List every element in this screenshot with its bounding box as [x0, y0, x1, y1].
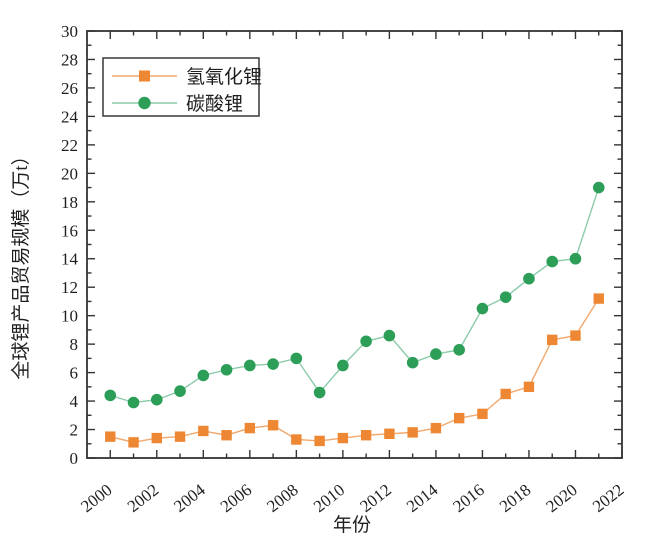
data-point-circle — [499, 291, 512, 303]
data-point-square — [477, 408, 488, 420]
data-point-circle — [406, 356, 419, 369]
data-point-circle — [453, 344, 465, 356]
svg-text:2002: 2002 — [124, 480, 162, 516]
data-point-square — [221, 430, 232, 441]
series-lithium-carbonate — [104, 181, 605, 409]
data-point-square — [174, 431, 186, 442]
svg-text:2004: 2004 — [170, 480, 209, 516]
svg-text:0: 0 — [70, 449, 79, 468]
series-line — [110, 187, 600, 404]
series-line — [110, 298, 600, 444]
data-point-square — [151, 432, 162, 444]
svg-text:30: 30 — [61, 22, 78, 41]
data-point-circle — [313, 386, 326, 399]
svg-text:2006: 2006 — [217, 480, 255, 516]
svg-text:8: 8 — [70, 335, 79, 354]
legend: 氢氧化锂 碳酸锂 — [102, 57, 262, 117]
data-point-circle — [430, 348, 442, 360]
svg-text:24: 24 — [61, 107, 79, 126]
data-point-square — [523, 381, 535, 393]
legend-box — [102, 57, 260, 117]
data-point-square — [453, 412, 465, 424]
data-point-square — [360, 430, 372, 441]
data-point-square — [570, 330, 581, 341]
data-point-circle — [267, 358, 279, 370]
legend-item-lithium-carbonate: 碳酸锂 — [112, 93, 243, 115]
data-point-square — [291, 434, 302, 445]
data-point-circle — [546, 255, 559, 268]
data-point-square — [267, 420, 279, 431]
svg-text:2018: 2018 — [496, 480, 534, 516]
data-point-square — [384, 428, 395, 440]
data-point-circle — [360, 335, 372, 348]
svg-text:2008: 2008 — [263, 480, 301, 516]
series-lithium-hydroxide — [105, 293, 604, 448]
data-point-square — [337, 432, 349, 444]
data-point-circle — [337, 359, 349, 372]
data-point-circle — [569, 252, 582, 265]
legend-marker-circle-icon — [138, 96, 151, 110]
data-point-square — [244, 422, 256, 434]
svg-text:20: 20 — [61, 164, 78, 183]
svg-text:2022: 2022 — [589, 480, 627, 516]
data-series — [104, 181, 605, 448]
svg-text:2: 2 — [70, 421, 79, 440]
data-point-circle — [127, 396, 140, 409]
data-point-circle — [220, 363, 233, 376]
data-point-square — [430, 422, 442, 434]
svg-text:16: 16 — [61, 221, 78, 240]
legend-item-lithium-hydroxide: 氢氧化锂 — [112, 66, 262, 88]
data-point-square — [500, 388, 511, 400]
data-point-circle — [150, 393, 163, 406]
data-point-square — [314, 435, 325, 447]
legend-label-lithium-hydroxide: 氢氧化锂 — [186, 66, 262, 88]
svg-text:2020: 2020 — [542, 480, 580, 516]
svg-text:2010: 2010 — [310, 480, 348, 516]
data-point-circle — [476, 302, 489, 315]
x-axis-tick-labels: 2000 2002 2004 2006 2008 2010 2012 2014 2016 2018… — [77, 480, 627, 516]
x-axis-title: 年份 — [333, 514, 371, 536]
data-point-circle — [174, 385, 186, 397]
data-point-square — [105, 431, 116, 442]
svg-text:6: 6 — [70, 364, 79, 383]
data-point-circle — [197, 369, 210, 382]
data-point-circle — [104, 389, 117, 402]
data-point-circle — [523, 272, 535, 285]
legend-marker-square-icon — [139, 70, 150, 82]
svg-text:4: 4 — [70, 392, 79, 411]
svg-text:2014: 2014 — [403, 480, 442, 516]
svg-text:18: 18 — [61, 193, 78, 212]
svg-text:2000: 2000 — [77, 480, 115, 516]
svg-text:12: 12 — [61, 278, 78, 297]
axis-ticks — [87, 30, 623, 459]
data-point-square — [198, 425, 209, 437]
svg-text:14: 14 — [61, 250, 79, 269]
svg-text:2016: 2016 — [449, 480, 487, 516]
data-point-circle — [592, 181, 605, 194]
svg-text:26: 26 — [61, 79, 78, 98]
data-point-square — [593, 293, 604, 304]
data-point-square — [128, 437, 139, 448]
data-point-circle — [244, 359, 256, 372]
svg-text:22: 22 — [61, 136, 78, 155]
legend-label-lithium-carbonate: 碳酸锂 — [186, 93, 243, 115]
svg-text:2012: 2012 — [356, 480, 394, 516]
svg-text:28: 28 — [61, 50, 78, 69]
svg-text:10: 10 — [61, 307, 78, 326]
data-point-circle — [290, 352, 303, 365]
y-axis-title: 全球锂产品贸易规模（万t） — [10, 146, 32, 379]
data-point-circle — [383, 329, 396, 342]
data-point-square — [407, 427, 418, 438]
data-point-square — [547, 334, 558, 346]
